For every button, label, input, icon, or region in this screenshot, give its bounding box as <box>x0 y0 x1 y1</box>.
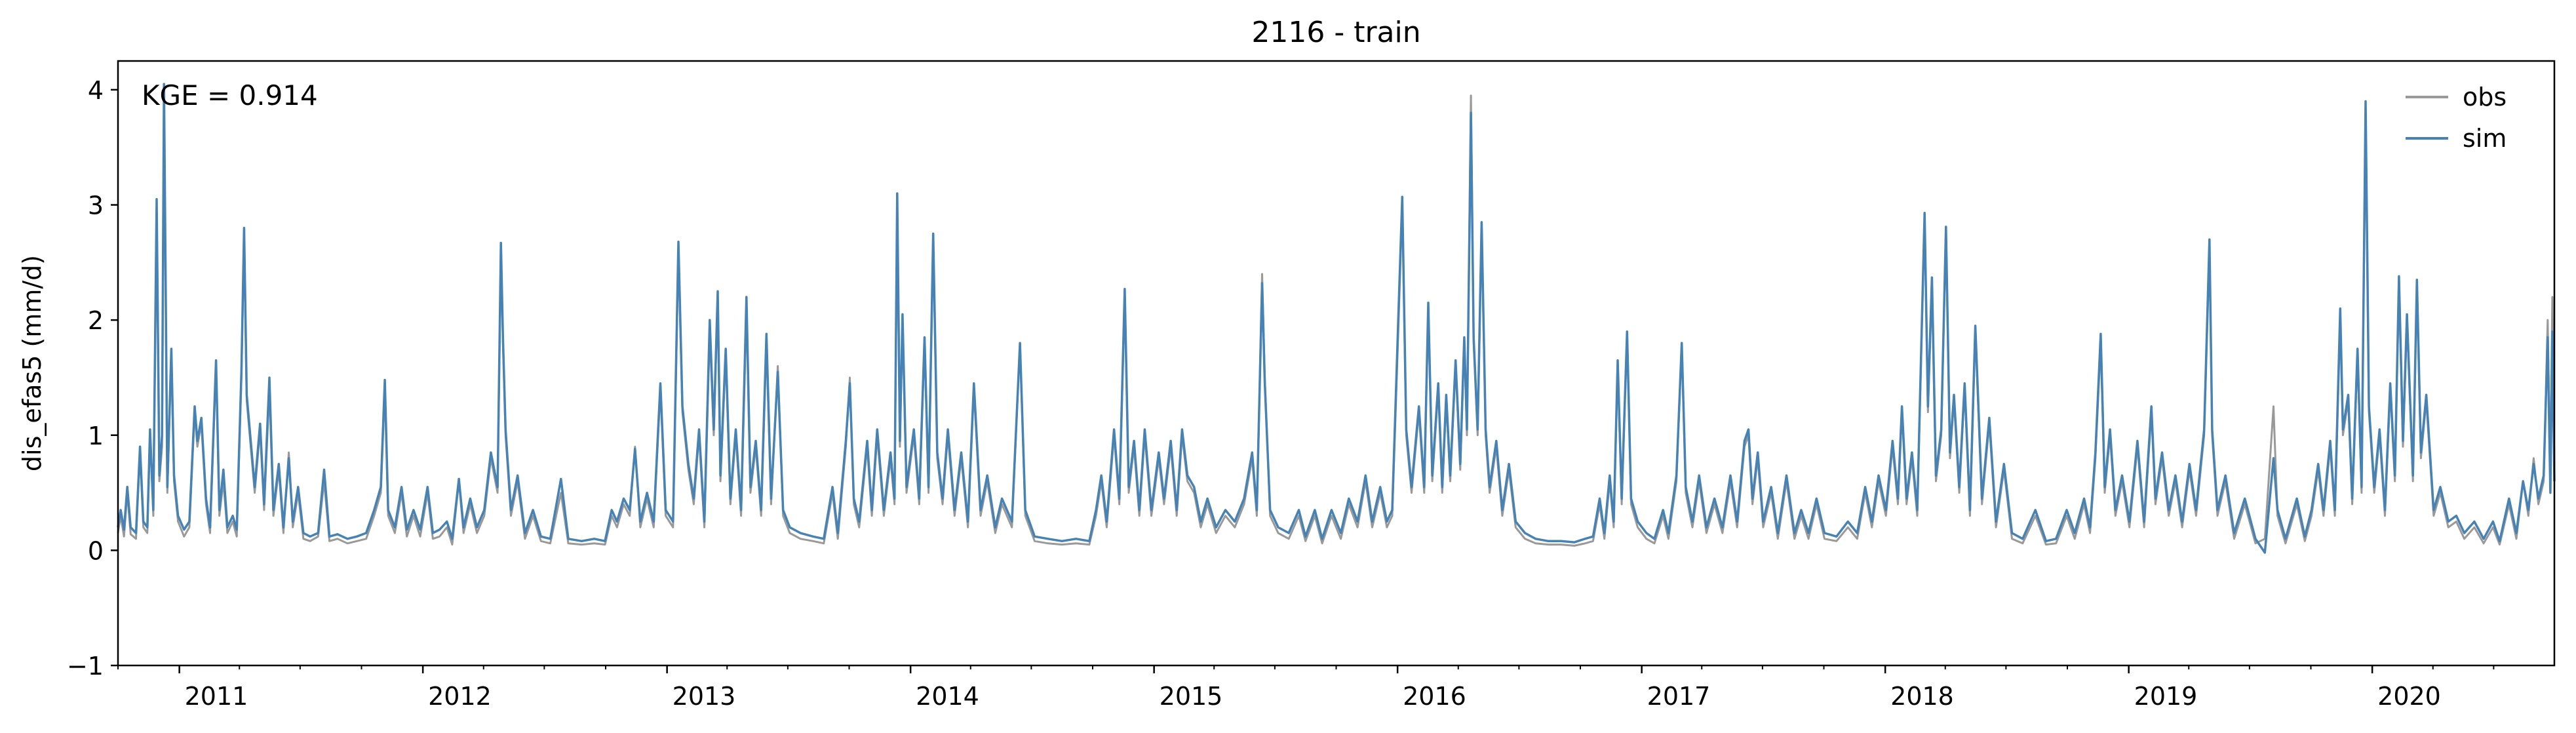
y-tick-label: 1 <box>88 422 104 450</box>
legend-label-obs: obs <box>2463 83 2507 111</box>
x-tick-label: 2011 <box>185 682 248 711</box>
y-tick-label: −1 <box>67 652 104 681</box>
y-tick-label: 0 <box>88 536 104 565</box>
y-axis-label: dis_efas5 (mm/d) <box>18 255 47 471</box>
x-tick-label: 2018 <box>1890 682 1954 711</box>
chart-title: 2116 - train <box>1251 16 1420 49</box>
x-tick-label: 2016 <box>1403 682 1466 711</box>
x-tick-label: 2014 <box>916 682 979 711</box>
x-tick-label: 2017 <box>1647 682 1711 711</box>
legend: obs sim <box>2406 83 2507 153</box>
y-tick-label: 4 <box>88 76 104 105</box>
y-tick-label: 2 <box>88 306 104 335</box>
axis-ticks: −1 0 1 2 3 4 2011 2012 2013 2014 2015 2016 2017 2018 2… <box>67 76 2495 711</box>
plot-lines <box>117 83 2556 554</box>
kge-annotation: KGE = 0.914 <box>142 79 318 111</box>
x-tick-label: 2019 <box>2134 682 2198 711</box>
y-tick-label: 3 <box>88 191 104 220</box>
x-tick-label: 2015 <box>1160 682 1223 711</box>
x-tick-label: 2012 <box>428 682 492 711</box>
legend-label-sim: sim <box>2463 124 2507 153</box>
x-tick-label: 2020 <box>2377 682 2441 711</box>
x-tick-label: 2013 <box>673 682 736 711</box>
series-line-sim <box>117 83 2556 554</box>
